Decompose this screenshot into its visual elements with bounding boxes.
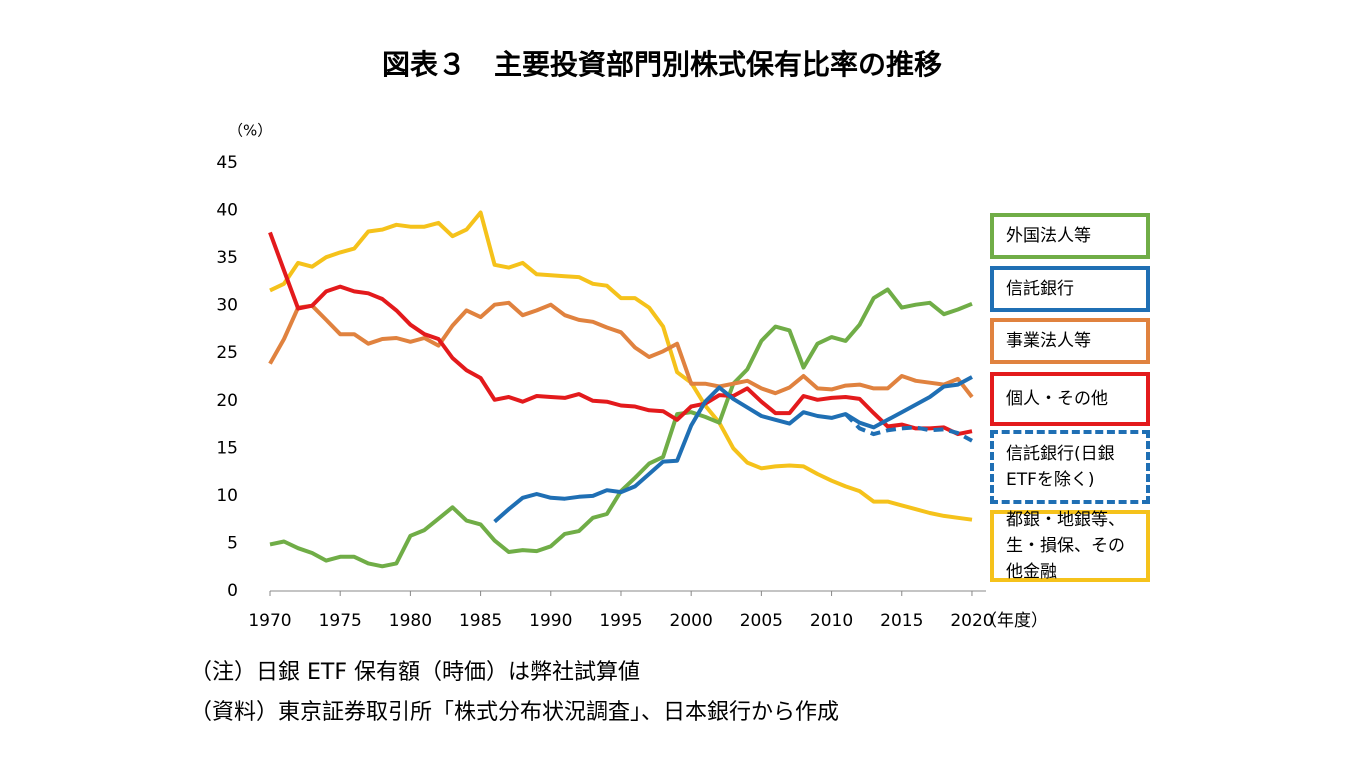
x-tick-label: 2000 bbox=[670, 611, 713, 631]
y-tick-label: 5 bbox=[227, 533, 238, 553]
legend-entry: 信託銀行 bbox=[990, 266, 1150, 312]
series-line bbox=[269, 210, 973, 522]
legend-entry: 都銀・地銀等、生・損保、その他金融 bbox=[990, 510, 1150, 582]
y-tick-label: 35 bbox=[216, 248, 238, 268]
series-line bbox=[268, 300, 974, 399]
x-tick-label: 2010 bbox=[810, 611, 853, 631]
y-tick-label: 30 bbox=[216, 296, 238, 316]
y-tick-label: 15 bbox=[216, 438, 238, 458]
series-line bbox=[844, 412, 973, 443]
x-tick-label: 1990 bbox=[529, 611, 572, 631]
y-tick-label: 20 bbox=[216, 391, 238, 411]
x-tick-label: 1980 bbox=[389, 611, 432, 631]
legend-entry: 信託銀行(日銀ETFを除く) bbox=[990, 430, 1150, 504]
x-tick-label: 1985 bbox=[459, 611, 502, 631]
x-tick-label: 1975 bbox=[319, 611, 362, 631]
x-tick-label: 2015 bbox=[880, 611, 923, 631]
legend-entry: 個人・その他 bbox=[990, 372, 1150, 426]
y-tick-label: 40 bbox=[216, 201, 238, 221]
series-line bbox=[268, 231, 973, 437]
y-tick-label: 0 bbox=[227, 581, 238, 601]
y-tick-label: 25 bbox=[216, 343, 238, 363]
y-tick-label: 45 bbox=[216, 153, 238, 173]
note: （注）日銀 ETF 保有額（時価）は弊社試算値 bbox=[190, 660, 640, 685]
y-tick-label: 10 bbox=[216, 486, 238, 506]
x-tick-label: 2020 bbox=[950, 611, 993, 631]
legend-entry: 事業法人等 bbox=[990, 318, 1150, 364]
x-tick-label: 1970 bbox=[248, 611, 291, 631]
x-tick-label: 1995 bbox=[599, 611, 642, 631]
legend-entry: 外国法人等 bbox=[990, 213, 1150, 259]
x-axis-label: （年度） bbox=[980, 611, 1048, 631]
x-tick-label: 2005 bbox=[740, 611, 783, 631]
note: （資料）東京証券取引所「株式分布状況調査」、日本銀行から作成 bbox=[190, 700, 840, 725]
series-line bbox=[493, 375, 973, 524]
chart-title: 図表３ 主要投資部門別株式保有比率の推移 bbox=[382, 48, 942, 81]
y-axis-label: （%） bbox=[228, 122, 272, 140]
